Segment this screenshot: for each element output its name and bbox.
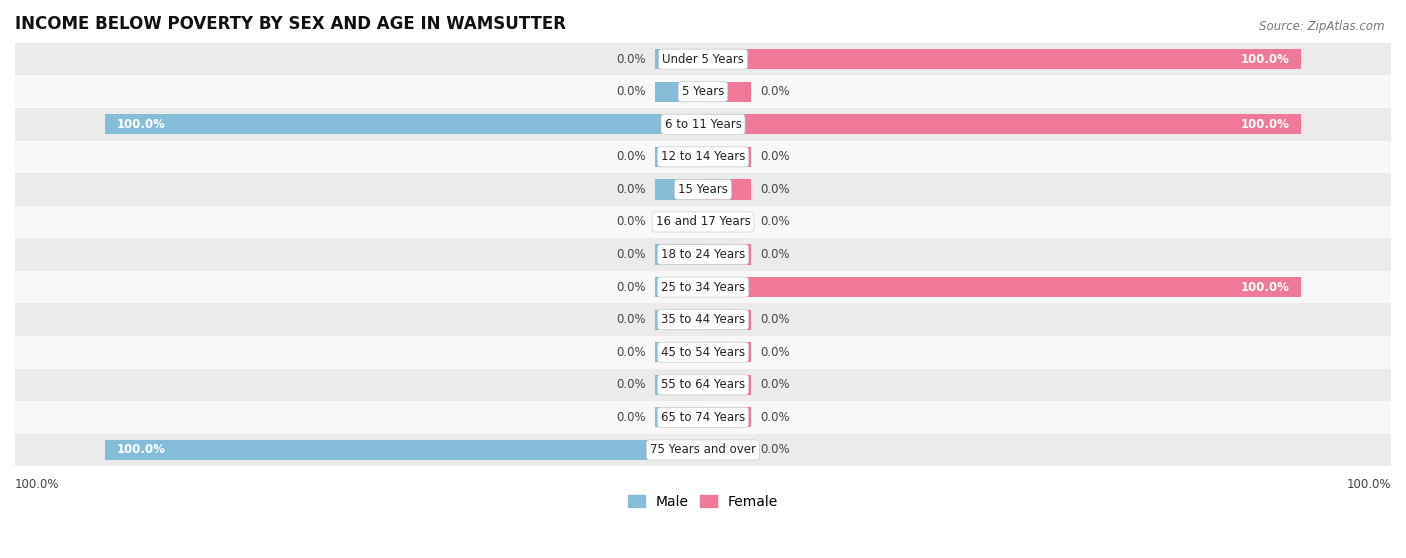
- Text: 0.0%: 0.0%: [617, 378, 647, 391]
- Text: 0.0%: 0.0%: [617, 281, 647, 294]
- Bar: [703, 81, 751, 102]
- Bar: [655, 212, 703, 232]
- Text: 100.0%: 100.0%: [1240, 118, 1289, 131]
- Bar: [15, 75, 1391, 108]
- Bar: [655, 81, 703, 102]
- Text: 0.0%: 0.0%: [617, 85, 647, 98]
- Bar: [655, 342, 703, 362]
- Legend: Male, Female: Male, Female: [623, 489, 783, 514]
- Text: 0.0%: 0.0%: [617, 411, 647, 424]
- Text: 5 Years: 5 Years: [682, 85, 724, 98]
- Text: 0.0%: 0.0%: [617, 52, 647, 66]
- Text: 0.0%: 0.0%: [759, 346, 789, 359]
- Bar: [15, 401, 1391, 434]
- Bar: [655, 147, 703, 167]
- Text: 0.0%: 0.0%: [759, 411, 789, 424]
- Text: 15 Years: 15 Years: [678, 183, 728, 196]
- Bar: [655, 179, 703, 200]
- Bar: [703, 277, 1302, 297]
- Text: 0.0%: 0.0%: [759, 215, 789, 228]
- Bar: [703, 310, 751, 330]
- Bar: [703, 147, 751, 167]
- Bar: [15, 336, 1391, 368]
- Text: 16 and 17 Years: 16 and 17 Years: [655, 215, 751, 228]
- Bar: [104, 114, 703, 134]
- Text: INCOME BELOW POVERTY BY SEX AND AGE IN WAMSUTTER: INCOME BELOW POVERTY BY SEX AND AGE IN W…: [15, 15, 567, 33]
- Bar: [15, 271, 1391, 304]
- Bar: [15, 173, 1391, 206]
- Text: Under 5 Years: Under 5 Years: [662, 52, 744, 66]
- Bar: [104, 440, 703, 460]
- Bar: [15, 304, 1391, 336]
- Text: 0.0%: 0.0%: [759, 150, 789, 163]
- Bar: [703, 440, 751, 460]
- Bar: [15, 368, 1391, 401]
- Text: 6 to 11 Years: 6 to 11 Years: [665, 118, 741, 131]
- Text: Source: ZipAtlas.com: Source: ZipAtlas.com: [1260, 20, 1385, 32]
- Bar: [655, 49, 703, 69]
- Bar: [15, 108, 1391, 141]
- Bar: [15, 43, 1391, 75]
- Text: 0.0%: 0.0%: [759, 313, 789, 326]
- Bar: [703, 179, 751, 200]
- Text: 0.0%: 0.0%: [759, 248, 789, 261]
- Bar: [655, 374, 703, 395]
- Bar: [655, 310, 703, 330]
- Bar: [15, 238, 1391, 271]
- Text: 0.0%: 0.0%: [617, 183, 647, 196]
- Bar: [15, 141, 1391, 173]
- Text: 100.0%: 100.0%: [117, 118, 166, 131]
- Bar: [15, 206, 1391, 238]
- Text: 100.0%: 100.0%: [1347, 478, 1391, 490]
- Text: 100.0%: 100.0%: [1240, 52, 1289, 66]
- Bar: [703, 49, 1302, 69]
- Bar: [15, 434, 1391, 466]
- Text: 0.0%: 0.0%: [759, 85, 789, 98]
- Bar: [655, 277, 703, 297]
- Bar: [703, 407, 751, 427]
- Text: 0.0%: 0.0%: [617, 346, 647, 359]
- Text: 18 to 24 Years: 18 to 24 Years: [661, 248, 745, 261]
- Bar: [703, 212, 751, 232]
- Text: 0.0%: 0.0%: [759, 183, 789, 196]
- Text: 0.0%: 0.0%: [617, 215, 647, 228]
- Bar: [703, 244, 751, 264]
- Bar: [703, 342, 751, 362]
- Bar: [655, 244, 703, 264]
- Text: 100.0%: 100.0%: [117, 444, 166, 456]
- Text: 100.0%: 100.0%: [1240, 281, 1289, 294]
- Text: 100.0%: 100.0%: [15, 478, 59, 490]
- Text: 0.0%: 0.0%: [617, 313, 647, 326]
- Text: 65 to 74 Years: 65 to 74 Years: [661, 411, 745, 424]
- Text: 75 Years and over: 75 Years and over: [650, 444, 756, 456]
- Text: 55 to 64 Years: 55 to 64 Years: [661, 378, 745, 391]
- Text: 45 to 54 Years: 45 to 54 Years: [661, 346, 745, 359]
- Text: 0.0%: 0.0%: [759, 378, 789, 391]
- Text: 25 to 34 Years: 25 to 34 Years: [661, 281, 745, 294]
- Bar: [703, 374, 751, 395]
- Text: 0.0%: 0.0%: [759, 444, 789, 456]
- Text: 35 to 44 Years: 35 to 44 Years: [661, 313, 745, 326]
- Bar: [655, 407, 703, 427]
- Text: 12 to 14 Years: 12 to 14 Years: [661, 150, 745, 163]
- Text: 0.0%: 0.0%: [617, 248, 647, 261]
- Bar: [703, 114, 1302, 134]
- Text: 0.0%: 0.0%: [617, 150, 647, 163]
